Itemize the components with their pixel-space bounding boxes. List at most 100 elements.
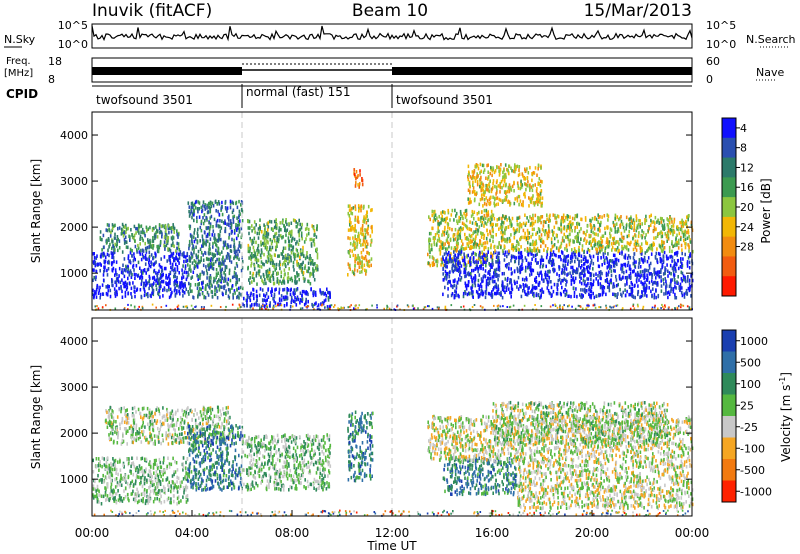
range-cell [549,218,551,223]
range-cell [688,244,690,248]
nave-label: Nave [756,66,784,79]
range-cell [237,219,240,224]
range-cell [305,237,307,241]
range-cell [274,245,277,250]
range-cell [546,252,549,257]
range-cell [650,213,652,218]
range-cell [293,254,295,259]
range-cell [233,270,236,275]
range-cell [228,271,231,276]
range-cell [641,248,643,253]
range-cell [531,223,534,227]
range-cell [131,233,134,237]
range-cell [479,219,482,223]
range-cell [270,257,273,262]
range-cell [293,299,295,303]
range-cell [505,197,507,202]
freq-band-early [92,67,242,75]
range-cell [497,255,500,260]
range-cell [151,287,154,292]
range-cell [285,258,288,263]
range-cell [637,243,640,247]
range-cell [282,288,284,292]
range-cell [529,273,531,277]
range-cell [312,304,314,308]
range-cell [510,259,512,263]
range-cell [236,287,238,292]
range-cell [628,241,630,246]
range-cell [347,236,349,240]
range-cell [306,251,308,255]
range-cell [531,172,533,176]
range-cell [672,265,675,270]
range-cell [286,228,289,232]
range-cell [617,217,620,222]
range-cell [285,218,287,222]
range-cell [453,258,456,262]
range-cell [494,284,496,289]
range-cell [317,303,320,307]
range-cell [114,280,116,284]
range-cell [310,244,313,248]
range-cell [183,254,186,259]
range-cell [251,273,254,278]
range-cell [151,276,154,280]
range-cell [655,271,657,275]
range-cell [137,246,140,250]
range-cell [357,204,360,208]
range-cell [495,233,497,237]
range-cell [492,229,494,234]
range-cell [284,253,287,258]
range-cell [238,209,241,214]
range-cell [149,264,152,269]
range-cell [527,262,530,266]
range-cell [284,228,286,232]
range-cell [222,292,224,297]
range-cell [285,233,287,237]
range-cell [656,220,658,224]
scatter-region-power-3 [242,287,332,309]
range-cell [125,223,127,228]
range-cell [584,216,587,220]
range-cell [217,284,219,288]
range-cell [370,238,373,243]
range-cell [351,225,354,229]
range-cell [192,296,195,300]
range-cell [546,236,549,241]
range-cell [365,221,368,225]
range-cell [235,227,238,232]
range-cell [472,189,475,194]
range-cell [505,286,508,290]
range-cell [609,231,611,236]
range-cell [622,236,625,241]
range-cell [210,257,213,261]
range-cell [279,266,281,271]
range-cell [470,271,472,276]
range-cell [607,214,610,218]
range-cell [519,223,521,228]
range-cell [529,188,531,192]
range-cell [349,204,351,208]
range-cell [447,222,449,226]
range-cell [446,275,448,279]
range-cell [516,285,518,289]
range-cell [684,233,687,237]
range-cell [520,264,522,269]
range-cell [475,165,477,169]
range-cell [358,256,361,260]
range-cell [625,269,628,274]
range-cell [301,252,304,256]
range-cell [204,295,207,300]
range-cell [574,276,577,281]
range-cell [139,252,141,256]
range-cell [276,242,278,246]
range-cell [566,248,568,253]
range-cell [283,304,286,308]
range-cell [644,219,647,223]
range-cell [674,296,676,300]
range-cell [161,268,164,273]
range-cell [98,288,101,293]
range-cell [199,225,202,230]
range-cell [592,238,594,242]
range-cell [485,279,488,283]
